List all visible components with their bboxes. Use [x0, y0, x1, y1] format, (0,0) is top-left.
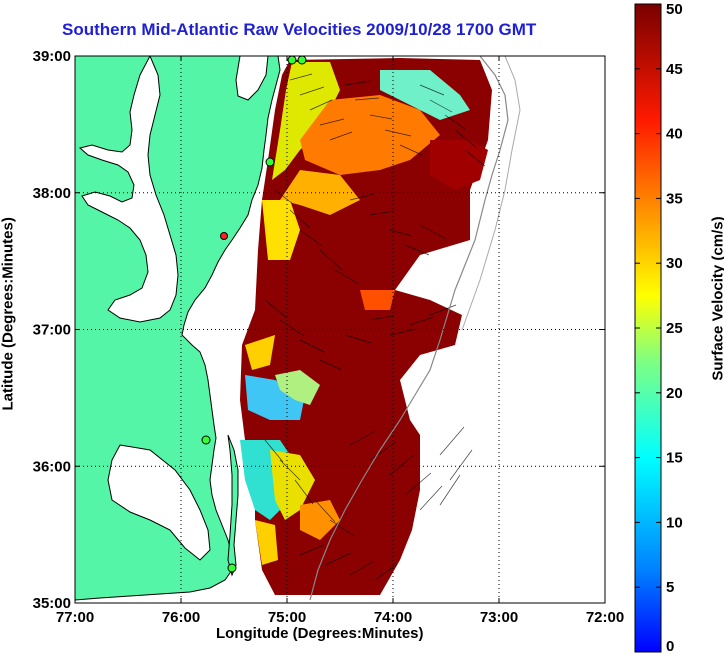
radar-site-marker	[287, 56, 297, 65]
x-tick-label: 77:00	[56, 609, 94, 626]
colorbar-tick-label: 0	[666, 638, 674, 655]
colorbar-tick-label: 25	[666, 320, 683, 337]
radar-site-marker	[265, 157, 275, 167]
y-axis-ticks: 39:00 38:00 37:00 36:00 35:00	[33, 48, 605, 612]
shelf-break-contour-2	[461, 56, 521, 331]
x-tick-label: 75:00	[268, 609, 306, 626]
colorbar-tick-label: 40	[666, 126, 683, 143]
radar-site-marker	[220, 232, 228, 240]
shelf-break-contour	[309, 56, 509, 601]
colorbar-tick-label: 35	[666, 190, 683, 207]
radar-site-marker	[297, 56, 307, 65]
chesapeake-bay	[78, 56, 179, 323]
y-tick-label: 38:00	[33, 185, 71, 202]
grid-lines	[75, 56, 605, 603]
colorbar-tick-label: 15	[666, 450, 683, 467]
y-tick-label: 35:00	[33, 595, 71, 612]
colorbar-tick-label: 30	[666, 255, 683, 272]
pamlico-sound	[107, 444, 211, 561]
colorbar-tick-label: 20	[666, 385, 683, 402]
colorbar-tick-label: 5	[666, 579, 674, 596]
map-title: Southern Mid-Atlantic Raw Velocities 200…	[62, 20, 537, 39]
x-tick-label: 76:00	[162, 609, 200, 626]
x-axis-label: Longitude (Degrees:Minutes)	[216, 625, 424, 642]
x-axis-ticks: 77:00 76:00 75:00 74:00 73:00 72:00	[56, 56, 624, 626]
y-tick-label: 36:00	[33, 458, 71, 475]
radar-site-marker	[201, 435, 211, 445]
x-tick-label: 74:00	[374, 609, 412, 626]
radar-site-marker	[227, 563, 237, 573]
y-tick-label: 39:00	[33, 48, 71, 65]
colorbar-tick-label: 10	[666, 514, 683, 531]
colorbar-tick-label: 50	[666, 1, 683, 18]
colorbar-tick-label: 45	[666, 61, 683, 78]
velocity-arrows	[264, 73, 486, 581]
x-tick-label: 73:00	[480, 609, 518, 626]
colorbar-ticks: 0 5 10 15 20 25 30 35 40 45 50	[635, 1, 683, 655]
delaware-bay	[235, 56, 269, 101]
y-tick-label: 37:00	[33, 322, 71, 339]
x-tick-label: 72:00	[586, 609, 624, 626]
